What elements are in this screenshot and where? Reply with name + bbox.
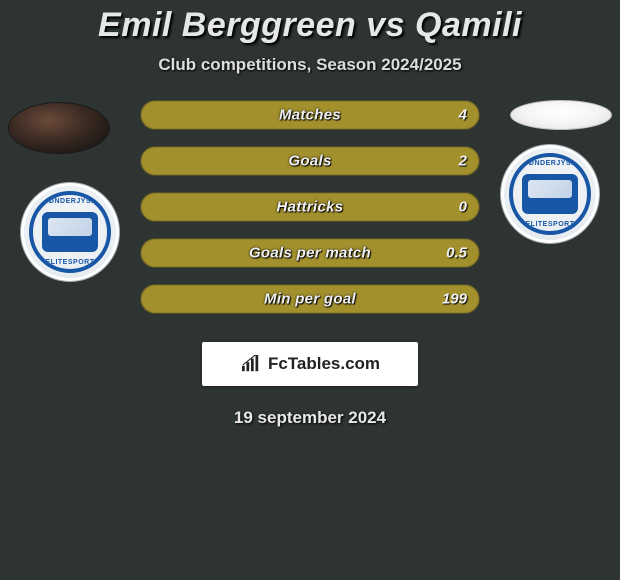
stat-value-right: 199 xyxy=(442,291,467,308)
badge-inner: SØNDERJYSK ELITESPORT xyxy=(29,191,111,273)
badge-text-top: SØNDERJYSK xyxy=(33,198,107,205)
attribution-text: FcTables.com xyxy=(268,354,380,374)
player-right-club-badge: SØNDERJYSK ELITESPORT xyxy=(500,144,600,244)
stat-value-right: 0.5 xyxy=(446,245,467,262)
stat-row: Matches 4 xyxy=(140,100,480,130)
stat-label: Hattricks xyxy=(141,199,479,216)
stat-row: Hattricks 0 xyxy=(140,192,480,222)
chart-icon xyxy=(240,355,262,373)
stat-value-right: 0 xyxy=(459,199,467,216)
badge-text-top: SØNDERJYSK xyxy=(513,160,587,167)
stat-bars: Matches 4 Goals 2 Hattricks 0 Goals per … xyxy=(140,100,480,330)
badge-inner: SØNDERJYSK ELITESPORT xyxy=(509,153,591,235)
stat-label: Min per goal xyxy=(141,291,479,308)
stat-value-right: 4 xyxy=(459,107,467,124)
title: Emil Berggreen vs Qamili xyxy=(0,6,620,45)
comparison-card: Emil Berggreen vs Qamili Club competitio… xyxy=(0,0,620,428)
subtitle: Club competitions, Season 2024/2025 xyxy=(0,55,620,75)
badge-text-bottom: ELITESPORT xyxy=(513,221,587,228)
badge-text-bottom: ELITESPORT xyxy=(33,259,107,266)
stat-row: Goals 2 xyxy=(140,146,480,176)
stat-row: Goals per match 0.5 xyxy=(140,238,480,268)
date-text: 19 september 2024 xyxy=(0,408,620,428)
attribution-panel: FcTables.com xyxy=(202,342,418,386)
stat-row: Min per goal 199 xyxy=(140,284,480,314)
player-right-avatar xyxy=(510,100,612,130)
badge-emblem xyxy=(42,212,98,252)
player-left-avatar xyxy=(8,102,110,154)
stat-label: Goals per match xyxy=(141,245,479,262)
stat-label: Goals xyxy=(141,153,479,170)
stat-value-right: 2 xyxy=(459,153,467,170)
main-area: SØNDERJYSK ELITESPORT SØNDERJYSK ELITESP… xyxy=(0,100,620,340)
badge-emblem xyxy=(522,174,578,214)
stat-label: Matches xyxy=(141,107,479,124)
player-left-club-badge: SØNDERJYSK ELITESPORT xyxy=(20,182,120,282)
